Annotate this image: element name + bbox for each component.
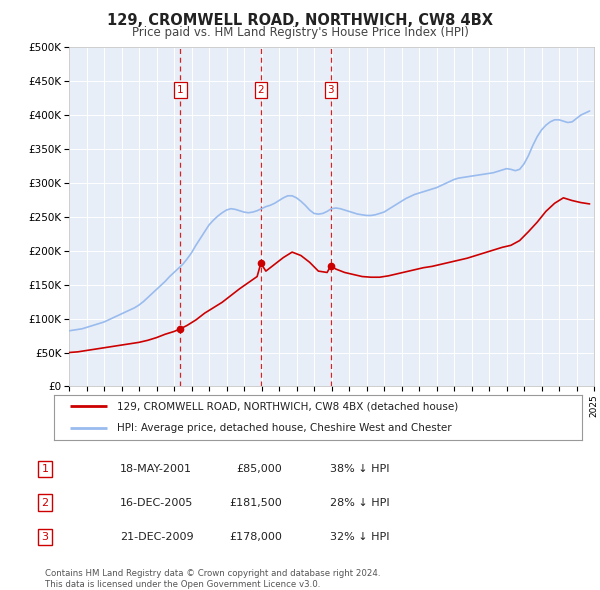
Text: 32% ↓ HPI: 32% ↓ HPI <box>330 532 389 542</box>
Text: 1: 1 <box>177 84 184 94</box>
Text: 18-MAY-2001: 18-MAY-2001 <box>120 464 192 474</box>
Text: 1: 1 <box>41 464 49 474</box>
Text: Contains HM Land Registry data © Crown copyright and database right 2024.: Contains HM Land Registry data © Crown c… <box>45 569 380 578</box>
Text: Price paid vs. HM Land Registry's House Price Index (HPI): Price paid vs. HM Land Registry's House … <box>131 26 469 39</box>
Text: 3: 3 <box>41 532 49 542</box>
Text: £181,500: £181,500 <box>229 498 282 507</box>
Text: 129, CROMWELL ROAD, NORTHWICH, CW8 4BX: 129, CROMWELL ROAD, NORTHWICH, CW8 4BX <box>107 13 493 28</box>
Text: 2: 2 <box>41 498 49 507</box>
Text: 129, CROMWELL ROAD, NORTHWICH, CW8 4BX (detached house): 129, CROMWELL ROAD, NORTHWICH, CW8 4BX (… <box>118 401 458 411</box>
Text: 2: 2 <box>257 84 264 94</box>
Text: 38% ↓ HPI: 38% ↓ HPI <box>330 464 389 474</box>
Text: 3: 3 <box>328 84 334 94</box>
Text: This data is licensed under the Open Government Licence v3.0.: This data is licensed under the Open Gov… <box>45 579 320 589</box>
Text: £178,000: £178,000 <box>229 532 282 542</box>
Text: 16-DEC-2005: 16-DEC-2005 <box>120 498 193 507</box>
Text: HPI: Average price, detached house, Cheshire West and Chester: HPI: Average price, detached house, Ches… <box>118 424 452 434</box>
Text: £85,000: £85,000 <box>236 464 282 474</box>
Text: 21-DEC-2009: 21-DEC-2009 <box>120 532 194 542</box>
Text: 28% ↓ HPI: 28% ↓ HPI <box>330 498 389 507</box>
